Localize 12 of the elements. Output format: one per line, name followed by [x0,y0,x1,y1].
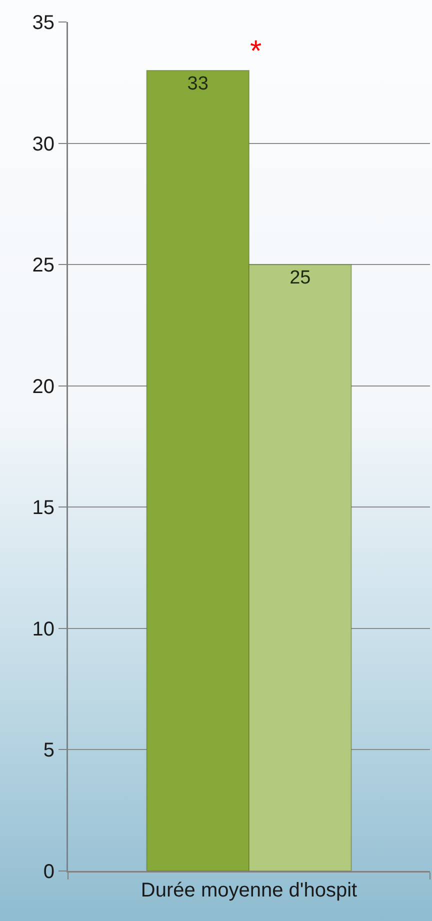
data-label: 33 [187,74,208,95]
y-tick-label: 5 [43,740,54,762]
annotation: * [250,35,262,68]
x-tick-label: Durée moyenne d'hospit [140,880,358,902]
y-tick-label: 0 [43,861,54,883]
y-tick-label: 15 [32,497,54,520]
y-tick-label: 25 [32,254,54,277]
y-tick-label: 20 [32,376,54,398]
y-tick-label: 10 [32,618,54,640]
y-tick-label: 35 [32,12,54,34]
data-label: 25 [290,268,311,289]
y-tick-label: 30 [32,133,54,156]
